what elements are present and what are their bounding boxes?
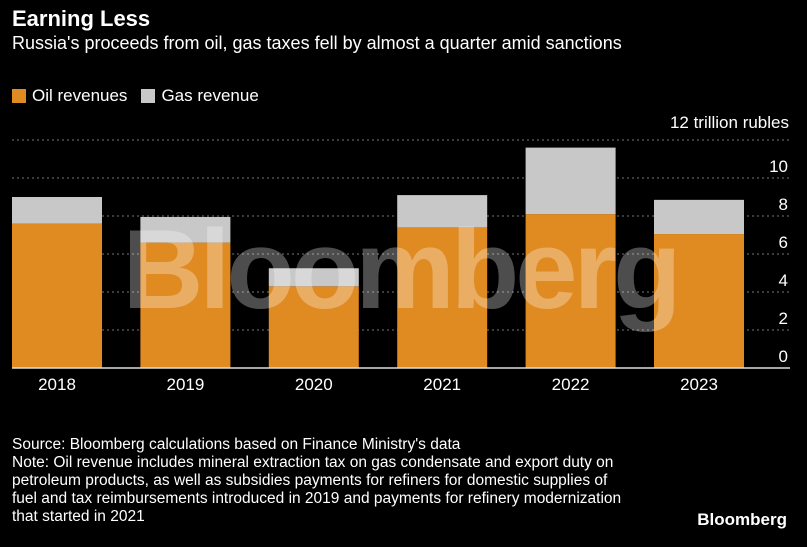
bar-gas-2023 xyxy=(654,199,744,235)
bar-gas-2018 xyxy=(12,197,102,224)
y-tick-label: 8 xyxy=(779,195,788,214)
legend: Oil revenues Gas revenue xyxy=(12,86,259,106)
legend-swatch-gas xyxy=(141,89,156,103)
y-tick-label: 0 xyxy=(779,347,788,366)
source-text: Source: Bloomberg calculations based on … xyxy=(12,436,461,453)
bar-gas-2020 xyxy=(268,268,359,287)
bar-oil-2022 xyxy=(525,214,616,368)
y-tick-label: 6 xyxy=(779,233,788,252)
x-tick-label: 2022 xyxy=(552,375,590,394)
bar-gas-2021 xyxy=(397,195,488,228)
y-axis-label: 12 trillion rubles xyxy=(669,113,789,132)
y-tick-label: 10 xyxy=(769,157,788,176)
legend-label-oil: Oil revenues xyxy=(32,86,128,105)
y-tick-label: 2 xyxy=(779,309,788,328)
bloomberg-logo: Bloomberg xyxy=(697,510,787,529)
note-text: Note: Oil revenue includes mineral extra… xyxy=(12,454,622,525)
bar-oil-2023 xyxy=(654,234,744,368)
bar-oil-2018 xyxy=(12,223,102,368)
legend-label-gas: Gas revenue xyxy=(161,86,259,105)
x-tick-label: 2018 xyxy=(38,375,76,394)
bar-gas-2022 xyxy=(525,147,616,215)
watermark: Bloomberg xyxy=(122,207,677,332)
legend-item-gas: Gas revenue xyxy=(141,86,259,106)
bar-gas-2019 xyxy=(140,216,231,243)
bar-oil-2019 xyxy=(140,242,231,368)
bar-oil-2020 xyxy=(268,286,359,368)
x-tick-label: 2019 xyxy=(166,375,204,394)
footnote: Source: Bloomberg calculations based on … xyxy=(12,436,632,526)
chart-subtitle: Russia's proceeds from oil, gas taxes fe… xyxy=(12,33,622,53)
bar-oil-2021 xyxy=(397,227,488,368)
legend-item-oil: Oil revenues xyxy=(12,86,127,106)
legend-swatch-oil xyxy=(12,89,26,103)
x-tick-label: 2021 xyxy=(423,375,461,394)
y-tick-label: 4 xyxy=(779,271,788,290)
x-tick-label: 2020 xyxy=(295,375,333,394)
chart-title: Earning Less xyxy=(12,6,151,31)
x-tick-label: 2023 xyxy=(680,375,718,394)
